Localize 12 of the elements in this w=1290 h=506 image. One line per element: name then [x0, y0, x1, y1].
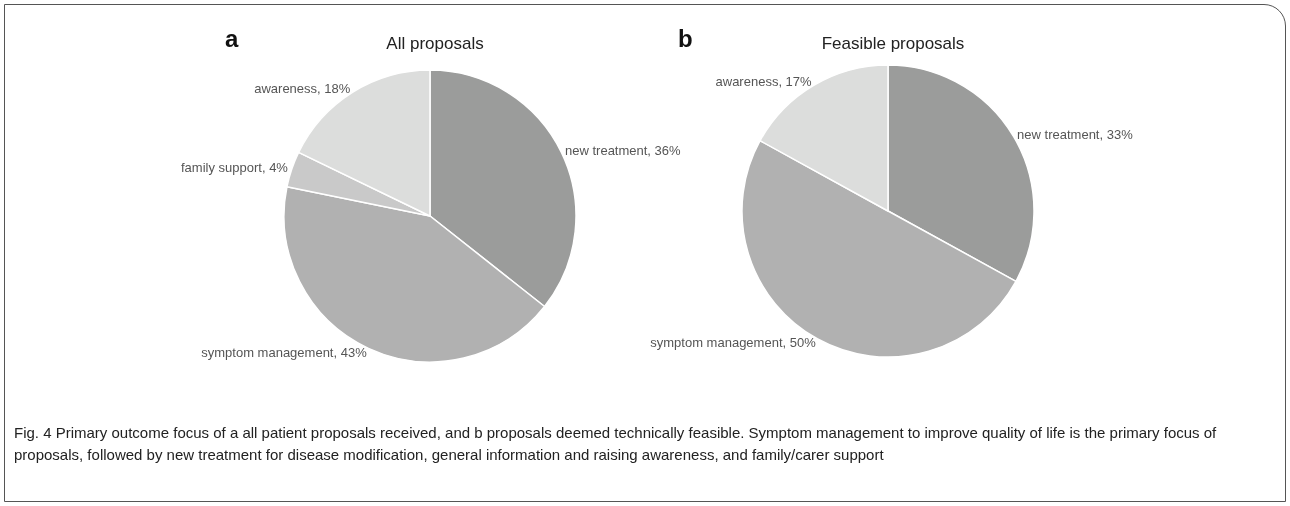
slice-label: symptom management, 43%: [201, 344, 368, 360]
slice-label: family support, 4%: [180, 160, 289, 176]
slice-label: awareness, 18%: [254, 81, 351, 97]
slice-label: symptom management, 50%: [650, 334, 817, 350]
slice-label: new treatment, 33%: [1017, 127, 1134, 143]
chart-title: All proposals: [386, 34, 484, 53]
text: b: [678, 24, 693, 52]
slice-label: awareness, 17%: [715, 74, 813, 90]
chart-title: Feasible proposals: [821, 34, 965, 53]
slice-label: new treatment, 36%: [565, 143, 682, 159]
text: a: [225, 24, 239, 52]
caption: Fig. 4 Primary outcome focus of a all patient proposals received, and b proposals deemed technically feasible. Symptom management to improve quality of life is the primary focus of proposals, followed by new treatment for disease modification, general information and raising awareness, and family/carer support: [14, 423, 1218, 465]
